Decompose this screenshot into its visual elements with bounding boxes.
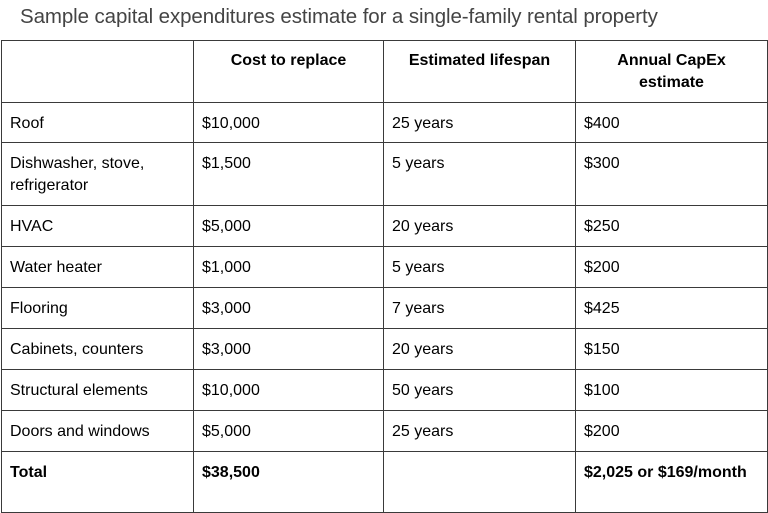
cost-cell: $5,000 [193, 205, 384, 247]
annual-capex-cell: $150 [575, 328, 768, 370]
lifespan-cell: 25 years [383, 410, 576, 452]
annual-capex-cell: $300 [575, 142, 768, 206]
item-cell: Dishwasher, stove, refrigerator [1, 142, 194, 206]
table-row: Water heater $1,000 5 years $200 [1, 246, 768, 288]
cost-cell: $5,000 [193, 410, 384, 452]
header-estimated-lifespan: Estimated lifespan [383, 40, 576, 103]
annual-capex-cell: $250 [575, 205, 768, 247]
table-row: Roof $10,000 25 years $400 [1, 102, 768, 143]
lifespan-cell: 20 years [383, 205, 576, 247]
cost-cell: $3,000 [193, 328, 384, 370]
table-row: Structural elements $10,000 50 years $10… [1, 369, 768, 411]
annual-capex-cell: $200 [575, 410, 768, 452]
table-row: HVAC $5,000 20 years $250 [1, 205, 768, 247]
total-annual-capex: $2,025 or $169/month [575, 451, 768, 513]
table-row: Cabinets, counters $3,000 20 years $150 [1, 328, 768, 370]
header-cost-to-replace: Cost to replace [193, 40, 384, 103]
item-cell: Roof [1, 102, 194, 143]
cost-cell: $3,000 [193, 287, 384, 329]
cost-cell: $1,500 [193, 142, 384, 206]
item-cell: Cabinets, counters [1, 328, 194, 370]
total-cost: $38,500 [193, 451, 384, 513]
item-cell: Structural elements [1, 369, 194, 411]
table-row: Doors and windows $5,000 25 years $200 [1, 410, 768, 452]
item-cell: Flooring [1, 287, 194, 329]
lifespan-cell: 5 years [383, 142, 576, 206]
annual-capex-cell: $100 [575, 369, 768, 411]
annual-capex-cell: $425 [575, 287, 768, 329]
item-cell: Doors and windows [1, 410, 194, 452]
item-cell: HVAC [1, 205, 194, 247]
page-title: Sample capital expenditures estimate for… [20, 5, 658, 28]
total-lifespan [383, 451, 576, 513]
cost-cell: $10,000 [193, 369, 384, 411]
header-annual-capex: Annual CapEx estimate [575, 40, 768, 103]
annual-capex-cell: $400 [575, 102, 768, 143]
total-label: Total [1, 451, 194, 513]
header-item [1, 40, 194, 103]
total-row: Total $38,500 $2,025 or $169/month [1, 451, 768, 513]
lifespan-cell: 5 years [383, 246, 576, 288]
item-cell: Water heater [1, 246, 194, 288]
annual-capex-cell: $200 [575, 246, 768, 288]
capex-table: Cost to replace Estimated lifespan Annua… [1, 40, 768, 513]
table-row: Flooring $3,000 7 years $425 [1, 287, 768, 329]
table-header-row: Cost to replace Estimated lifespan Annua… [1, 40, 768, 103]
table-row: Dishwasher, stove, refrigerator $1,500 5… [1, 142, 768, 206]
lifespan-cell: 20 years [383, 328, 576, 370]
lifespan-cell: 50 years [383, 369, 576, 411]
cost-cell: $1,000 [193, 246, 384, 288]
lifespan-cell: 25 years [383, 102, 576, 143]
lifespan-cell: 7 years [383, 287, 576, 329]
cost-cell: $10,000 [193, 102, 384, 143]
